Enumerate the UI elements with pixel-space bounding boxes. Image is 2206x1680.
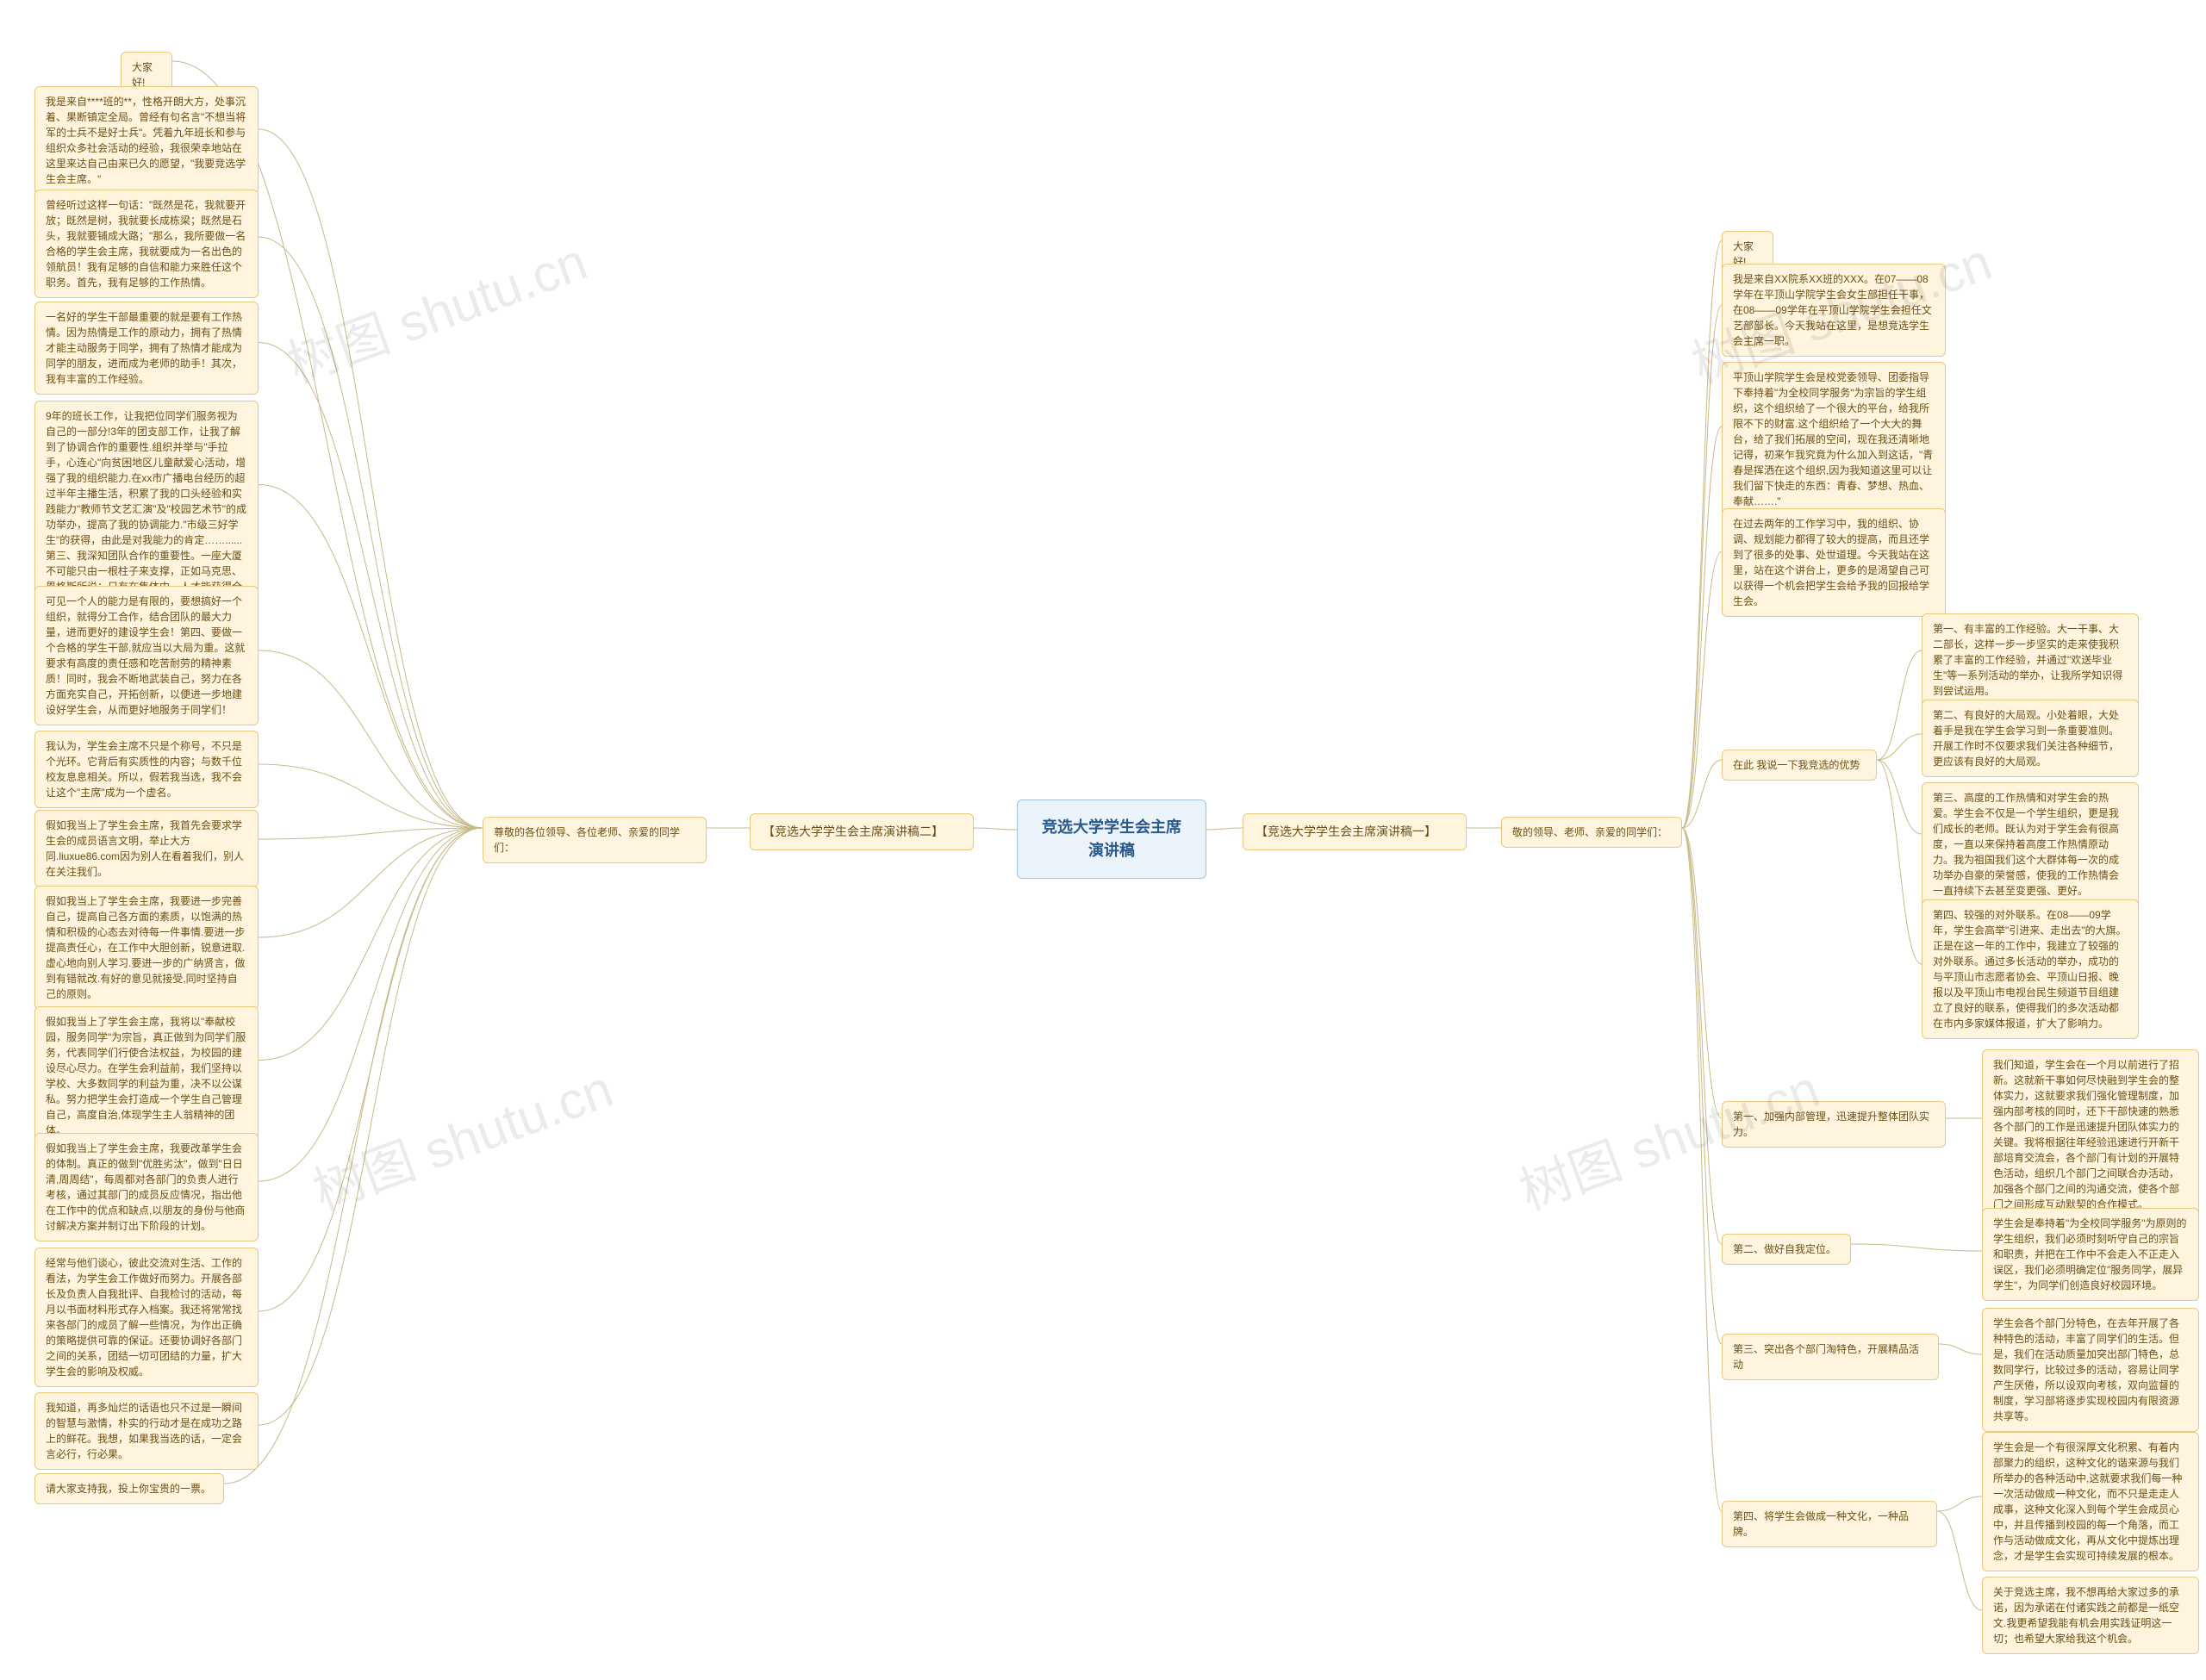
leaf-node: 假如我当上了学生会主席，我要改革学生会的体制。真正的做到"优胜劣汰"，做到"日日… <box>34 1133 259 1241</box>
leaf-node: 关于竞选主席，我不想再给大家过多的承诺，因为承诺在付诸实践之前都是一纸空文.我更… <box>1982 1577 2199 1654</box>
leaf-node: 我是来自XX院系XX班的XXX。在07——08学年在平顶山学院学生会女生部担任干… <box>1722 264 1946 357</box>
leaf-node: 我是来自****班的**，性格开朗大方，处事沉着、果断镇定全局。曾经有句名言"不… <box>34 86 259 195</box>
leaf-node: 在此 我说一下我竞选的优势 <box>1722 750 1877 781</box>
center-node: 竞选大学学生会主席演讲稿 <box>1017 800 1206 879</box>
sub-speech1: 敬的领导、老师、亲爱的同学们： <box>1501 817 1682 848</box>
leaf-node: 第一、有丰富的工作经验。大一干事、大二部长，这样一步一步坚实的走来使我积累了丰富… <box>1922 613 2139 706</box>
branch-speech2: 【竞选大学学生会主席演讲稿二】 <box>750 813 974 850</box>
leaf-node: 第二、有良好的大局观。小处着眼，大处着手是我在学生会学习到一条重要准则。开展工作… <box>1922 700 2139 777</box>
leaf-node: 可见一个人的能力是有限的，要想搞好一个组织，就得分工合作，结合团队的最大力量，进… <box>34 586 259 725</box>
leaf-node: 第二、做好自我定位。 <box>1722 1234 1851 1265</box>
leaf-node: 第三、突出各个部门淘特色，开展精品活动 <box>1722 1334 1939 1380</box>
watermark: 树图 shutu.cn <box>302 1048 621 1225</box>
leaf-node: 假如我当上了学生会主席，我首先会要求学生会的成员语言文明，举止大方同.liuxu… <box>34 810 259 887</box>
branch-speech1: 【竞选大学学生会主席演讲稿一】 <box>1243 813 1467 850</box>
leaf-node: 我知道，再多灿烂的话语也只不过是一瞬间的智慧与激情，朴实的行动才是在成功之路上的… <box>34 1392 259 1470</box>
leaf-node: 经常与他们谈心，彼此交流对生活、工作的看法，为学生会工作做好而努力。开展各部长及… <box>34 1248 259 1387</box>
sub-speech2: 尊敬的各位领导、各位老师、亲爱的同学们： <box>483 817 707 863</box>
leaf-node: 假如我当上了学生会主席，我要进一步完善自己，提高自己各方面的素质，以饱满的热情和… <box>34 886 259 1010</box>
leaf-node: 在过去两年的工作学习中，我的组织、协调、规划能力都得了较大的提高，而且还学到了很… <box>1722 508 1946 617</box>
leaf-node: 我们知道，学生会在一个月以前进行了招新。这就新干事如何尽快融到学生会的整体实力，… <box>1982 1049 2199 1220</box>
leaf-node: 一名好的学生干部最重要的就是要有工作热情。因为热情是工作的原动力，拥有了热情才能… <box>34 302 259 395</box>
leaf-node: 第四、较强的对外联系。在08——09学年，学生会高举"引进来、走出去"的大旗。正… <box>1922 899 2139 1039</box>
leaf-node: 平顶山学院学生会是校党委领导、团委指导下奉持着"为全校同学服务"为宗旨的学生组织… <box>1722 362 1946 517</box>
leaf-node: 学生会是一个有很深厚文化积累、有着内部聚力的组织，这种文化的谐来源与我们所举办的… <box>1982 1432 2199 1571</box>
leaf-node: 学生会各个部门分特色，在去年开展了各种特色的活动，丰富了同学们的生活。但是，我们… <box>1982 1308 2199 1432</box>
leaf-node: 第四、将学生会做成一种文化，一种品牌。 <box>1722 1501 1937 1547</box>
leaf-node: 请大家支持我，投上你宝贵的一票。 <box>34 1473 224 1504</box>
leaf-node: 我认为，学生会主席不只是个称号，不只是个光环。它背后有实质性的内容；与数千位校友… <box>34 731 259 808</box>
leaf-node: 假如我当上了学生会主席，我将以"奉献校园，服务同学"为宗旨，真正做到为同学们服务… <box>34 1006 259 1146</box>
leaf-node: 学生会是奉持着"为全校同学服务"为原则的学生组织，我们必须时刻听守自己的宗旨和职… <box>1982 1208 2199 1301</box>
leaf-node: 第三、高度的工作热情和对学生会的热爱。学生会不仅是一个学生组织，更是我们成长的老… <box>1922 782 2139 906</box>
leaf-node: 曾经听过这样一句话："既然是花，我就要开放；既然是树，我就要长成栋梁；既然是石头… <box>34 190 259 298</box>
leaf-node: 第一、加强内部管理，迅速提升整体团队实力。 <box>1722 1101 1946 1148</box>
watermark: 树图 shutu.cn <box>276 221 595 398</box>
